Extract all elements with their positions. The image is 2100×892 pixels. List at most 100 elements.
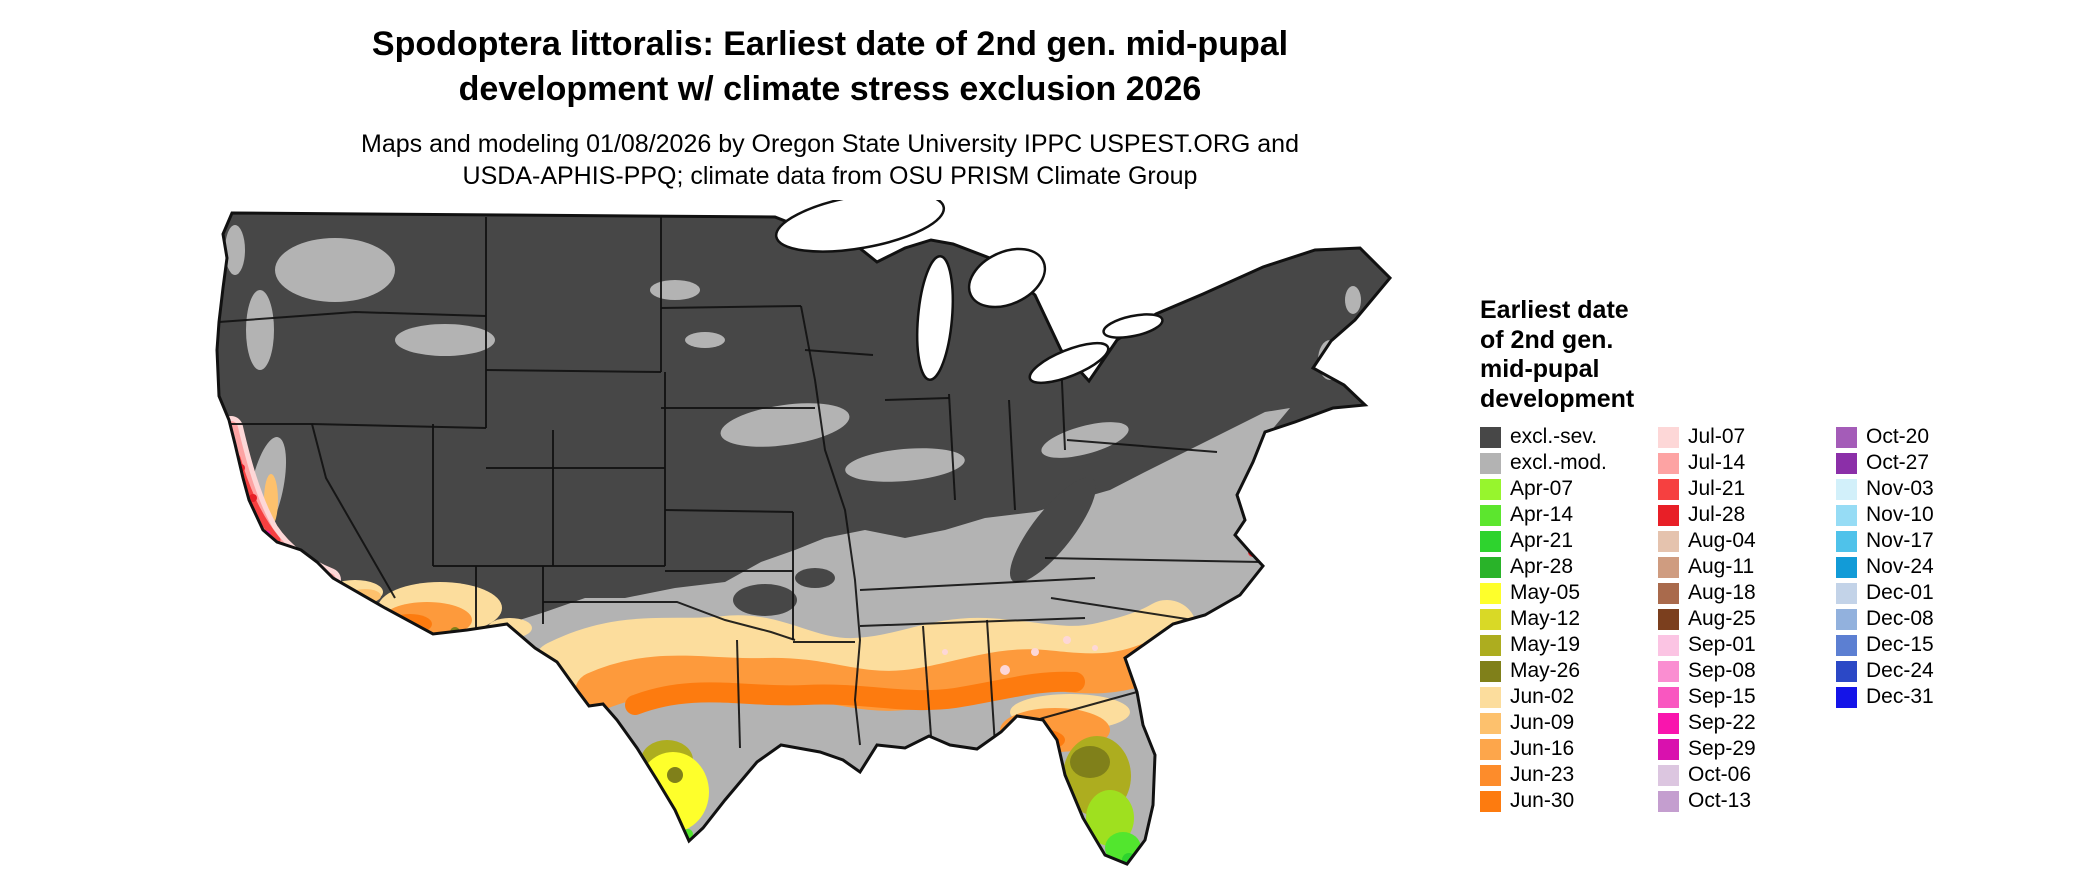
legend-column: Oct-20 Oct-27 Nov-03 Nov-10 Nov-17 Nov-24 Dec-…: [1836, 425, 1978, 708]
legend-label: Sep-15: [1688, 685, 1756, 708]
legend-label: Oct-13: [1688, 789, 1752, 812]
legend-label: Aug-04: [1688, 529, 1756, 552]
legend-label: Apr-28: [1510, 555, 1574, 578]
legend-item: Jul-14: [1658, 451, 1800, 474]
legend-label: May-19: [1510, 633, 1581, 656]
legend-swatch: [1658, 686, 1679, 708]
legend-item: Oct-20: [1836, 425, 1978, 448]
lake-huron: [967, 247, 1047, 309]
conus-map-container: [205, 191, 1415, 880]
legend-swatch: [1658, 556, 1679, 578]
legend-swatch: [1658, 582, 1679, 604]
legend-swatch: [1480, 556, 1501, 578]
legend-item: Sep-01: [1658, 633, 1800, 656]
legend-swatch: [1658, 530, 1679, 552]
page-subtitle: Maps and modeling 01/08/2026 by Oregon S…: [0, 128, 1660, 193]
legend-label: Dec-31: [1866, 685, 1934, 708]
legend-item: Jun-16: [1480, 737, 1622, 760]
legend-label: Jun-23: [1510, 763, 1575, 786]
legend-label: May-12: [1510, 607, 1581, 630]
map-band-jun-late: [625, 671, 1085, 715]
legend-label: Jun-09: [1510, 711, 1575, 734]
lake-ontario: [1102, 313, 1164, 339]
legend-item: Apr-07: [1480, 477, 1622, 500]
legend-swatch: [1836, 426, 1857, 448]
legend-label: Jun-16: [1510, 737, 1575, 760]
legend-swatch: [1480, 426, 1501, 448]
legend-label: Oct-06: [1688, 763, 1752, 786]
legend-label: May-26: [1510, 659, 1581, 682]
legend-label: Nov-17: [1866, 529, 1934, 552]
lake-erie: [1028, 341, 1110, 385]
legend-column: excl.-sev. excl.-mod. Apr-07 Apr-14 Apr-21 Ap…: [1480, 425, 1622, 812]
legend-title-line2: of 2nd gen.: [1480, 325, 1614, 354]
legend-label: Aug-25: [1688, 607, 1756, 630]
legend-item: Jun-09: [1480, 711, 1622, 734]
legend-columns: excl.-sev. excl.-mod. Apr-07 Apr-14 Apr-21 Ap…: [1480, 425, 2080, 812]
legend-item: May-19: [1480, 633, 1622, 656]
legend-label: Dec-15: [1866, 633, 1934, 656]
legend-swatch: [1836, 530, 1857, 552]
legend-label: Jul-07: [1688, 425, 1746, 448]
legend-item: May-26: [1480, 659, 1622, 682]
legend-swatch: [1480, 504, 1501, 526]
legend-item: Aug-25: [1658, 607, 1800, 630]
legend-swatch: [1480, 712, 1501, 734]
legend-item: Sep-22: [1658, 711, 1800, 734]
legend-item: Aug-11: [1658, 555, 1800, 578]
legend-label: Sep-29: [1688, 737, 1756, 760]
legend-title: Earliest date of 2nd gen. mid-pupal deve…: [1480, 296, 2080, 414]
legend-swatch: [1480, 634, 1501, 656]
legend-swatch: [1836, 660, 1857, 682]
legend-swatch: [1836, 504, 1857, 526]
legend-label: Sep-01: [1688, 633, 1756, 656]
legend-item: Apr-14: [1480, 503, 1622, 526]
legend-swatch: [1480, 582, 1501, 604]
legend-column: Jul-07 Jul-14 Jul-21 Jul-28 Aug-04 Aug-11 Aug-…: [1658, 425, 1800, 812]
legend-item: Nov-03: [1836, 477, 1978, 500]
legend-swatch: [1658, 452, 1679, 474]
legend-label: Oct-20: [1866, 425, 1930, 448]
legend-swatch: [1836, 582, 1857, 604]
legend: Earliest date of 2nd gen. mid-pupal deve…: [1480, 296, 2080, 812]
legend-label: Dec-24: [1866, 659, 1934, 682]
figure-header: Spodoptera littoralis: Earliest date of …: [0, 22, 1660, 193]
legend-item: Oct-06: [1658, 763, 1800, 786]
legend-item: Aug-18: [1658, 581, 1800, 604]
legend-label: Nov-03: [1866, 477, 1934, 500]
legend-swatch: [1658, 738, 1679, 760]
page-title-line2: development w/ climate stress exclusion …: [458, 69, 1202, 108]
legend-swatch: [1836, 686, 1857, 708]
legend-swatch: [1480, 530, 1501, 552]
legend-item: Nov-24: [1836, 555, 1978, 578]
legend-item: Jun-23: [1480, 763, 1622, 786]
legend-swatch: [1658, 634, 1679, 656]
legend-label: May-05: [1510, 581, 1581, 604]
legend-swatch: [1658, 712, 1679, 734]
legend-label: Jul-14: [1688, 451, 1746, 474]
legend-swatch: [1836, 634, 1857, 656]
map-band-jun-early: [531, 600, 1197, 700]
legend-swatch: [1480, 608, 1501, 630]
legend-label: Apr-21: [1510, 529, 1574, 552]
page-subtitle-line2: USDA-APHIS-PPQ; climate data from OSU PR…: [462, 162, 1198, 191]
legend-swatch: [1658, 608, 1679, 630]
page-title-line1: Spodoptera littoralis: Earliest date of …: [371, 25, 1289, 63]
legend-swatch: [1836, 608, 1857, 630]
legend-item: Dec-08: [1836, 607, 1978, 630]
legend-item: Dec-31: [1836, 685, 1978, 708]
legend-item: Dec-24: [1836, 659, 1978, 682]
legend-item: Sep-29: [1658, 737, 1800, 760]
legend-item: Jul-07: [1658, 425, 1800, 448]
legend-label: Jul-28: [1688, 503, 1746, 526]
legend-swatch: [1480, 452, 1501, 474]
legend-item: Oct-13: [1658, 789, 1800, 812]
legend-swatch: [1480, 660, 1501, 682]
legend-item: Jun-30: [1480, 789, 1622, 812]
legend-label: Apr-07: [1510, 477, 1574, 500]
legend-swatch: [1658, 504, 1679, 526]
legend-item: Jul-21: [1658, 477, 1800, 500]
legend-swatch: [1836, 452, 1857, 474]
legend-item: Sep-15: [1658, 685, 1800, 708]
state-borders: [217, 217, 1262, 749]
